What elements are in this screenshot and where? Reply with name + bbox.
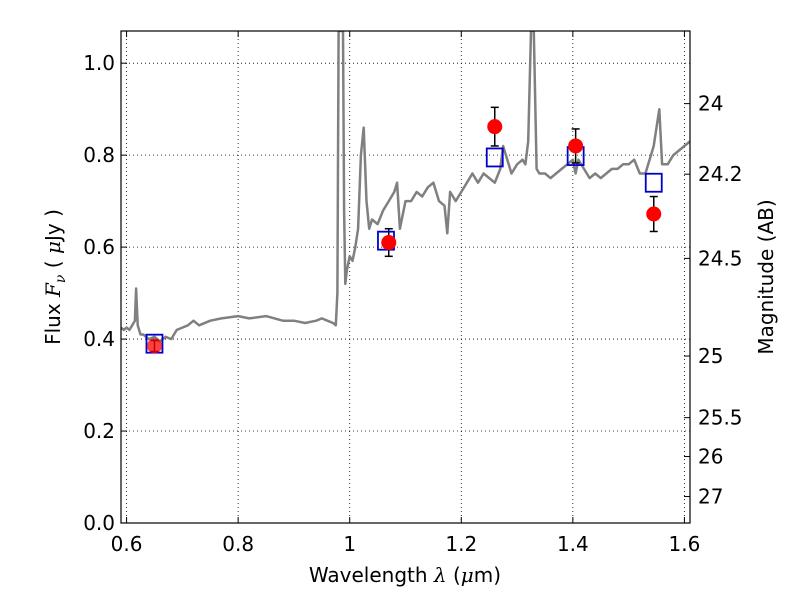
- magnitude-tick-label: 24.2: [698, 162, 743, 186]
- magnitude-tick-label: 26: [698, 445, 723, 469]
- data-area: [121, 31, 690, 354]
- y-tick-label: 1.0: [83, 51, 115, 75]
- magnitude-tick-label: 25.5: [698, 406, 743, 430]
- model-spectrum-line: [121, 31, 690, 343]
- plot-frame: [120, 30, 691, 524]
- observed-photometry-point: [568, 138, 584, 154]
- ticks: 0.6 0.8 1 1.2 1.4 1.6 0.0 0.2 0.4 0.6 0.8 1.0 24 24.2…: [83, 31, 743, 556]
- x-tick-label: 0.6: [111, 532, 143, 556]
- y-tick-label: 0.2: [83, 419, 115, 443]
- synthetic-photometry-square: [644, 172, 663, 193]
- x-tick-label: 1.4: [557, 532, 589, 556]
- y-tick-label: 0.0: [83, 511, 115, 535]
- observed-photometry-point: [646, 206, 662, 222]
- x-axis-label: Wavelength λ (μm): [309, 563, 501, 587]
- magnitude-axis-label: Magnitude (AB): [754, 199, 778, 354]
- magnitude-tick-label: 24.5: [698, 246, 743, 270]
- x-tick-label: 1.2: [445, 532, 477, 556]
- magnitude-tick-label: 24: [698, 92, 723, 116]
- y-tick-label: 0.6: [83, 235, 115, 259]
- grid: [121, 31, 690, 524]
- magnitude-tick-label: 27: [698, 485, 723, 509]
- observed-photometry-point: [381, 235, 397, 251]
- x-tick-label: 1.6: [669, 532, 701, 556]
- x-tick-label: 0.8: [222, 532, 254, 556]
- synthetic-photometry-square: [485, 147, 504, 168]
- magnitude-tick-label: 25: [698, 344, 723, 368]
- observed-photometry-point: [487, 119, 503, 135]
- y-axis-label: Flux Fν ( μJy ): [41, 209, 69, 345]
- x-tick-label: 1: [343, 532, 356, 556]
- y-tick-label: 0.4: [83, 327, 115, 351]
- y-tick-label: 0.8: [83, 143, 115, 167]
- observed-photometry-point: [146, 338, 162, 354]
